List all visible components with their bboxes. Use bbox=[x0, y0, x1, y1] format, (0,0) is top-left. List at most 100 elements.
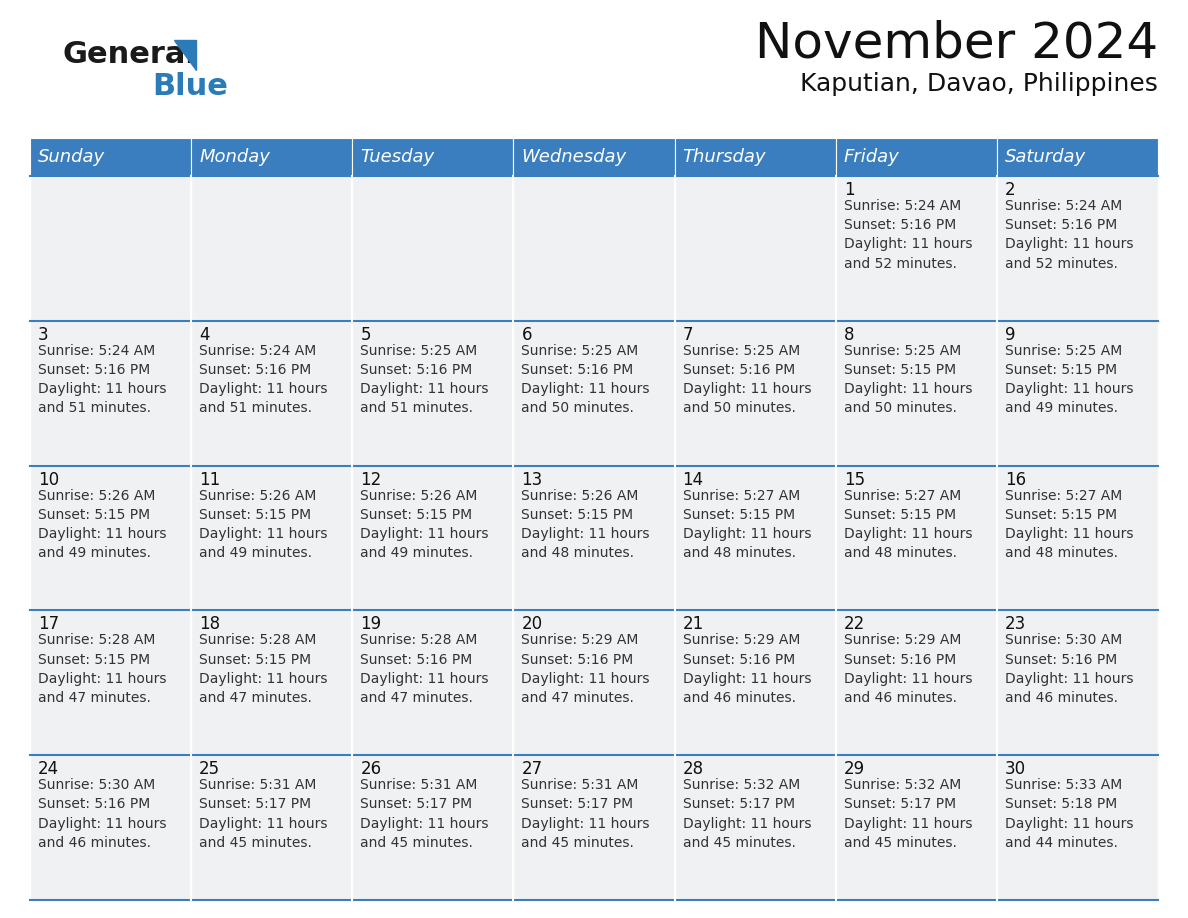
Text: 1: 1 bbox=[843, 181, 854, 199]
Bar bbox=[675, 138, 835, 176]
Text: November 2024: November 2024 bbox=[754, 20, 1158, 68]
Text: and 45 minutes.: and 45 minutes. bbox=[683, 835, 796, 850]
Text: Daylight: 11 hours: Daylight: 11 hours bbox=[360, 382, 488, 397]
Bar bbox=[835, 610, 997, 756]
Text: General: General bbox=[62, 40, 196, 69]
Text: Sunset: 5:15 PM: Sunset: 5:15 PM bbox=[843, 363, 956, 377]
Text: and 49 minutes.: and 49 minutes. bbox=[200, 546, 312, 560]
Bar bbox=[353, 465, 513, 610]
Text: Sunset: 5:15 PM: Sunset: 5:15 PM bbox=[360, 508, 473, 521]
Text: Daylight: 11 hours: Daylight: 11 hours bbox=[522, 672, 650, 686]
Text: Daylight: 11 hours: Daylight: 11 hours bbox=[683, 816, 811, 831]
Text: Monday: Monday bbox=[200, 148, 270, 166]
Text: Daylight: 11 hours: Daylight: 11 hours bbox=[843, 672, 972, 686]
Bar bbox=[997, 465, 1158, 610]
Text: Tuesday: Tuesday bbox=[360, 148, 435, 166]
Text: Sunset: 5:17 PM: Sunset: 5:17 PM bbox=[200, 798, 311, 812]
Text: and 45 minutes.: and 45 minutes. bbox=[360, 835, 473, 850]
Text: Sunrise: 5:25 AM: Sunrise: 5:25 AM bbox=[1005, 344, 1123, 358]
Text: 12: 12 bbox=[360, 471, 381, 488]
Text: Sunset: 5:16 PM: Sunset: 5:16 PM bbox=[1005, 218, 1117, 232]
Text: 10: 10 bbox=[38, 471, 59, 488]
Text: Sunrise: 5:30 AM: Sunrise: 5:30 AM bbox=[38, 778, 156, 792]
Text: Daylight: 11 hours: Daylight: 11 hours bbox=[360, 816, 488, 831]
Text: Sunset: 5:15 PM: Sunset: 5:15 PM bbox=[200, 653, 311, 666]
Text: Daylight: 11 hours: Daylight: 11 hours bbox=[683, 527, 811, 541]
Text: Sunrise: 5:31 AM: Sunrise: 5:31 AM bbox=[360, 778, 478, 792]
Text: Sunset: 5:17 PM: Sunset: 5:17 PM bbox=[683, 798, 795, 812]
Text: 16: 16 bbox=[1005, 471, 1026, 488]
Text: Daylight: 11 hours: Daylight: 11 hours bbox=[360, 672, 488, 686]
Text: Sunday: Sunday bbox=[38, 148, 105, 166]
Text: and 47 minutes.: and 47 minutes. bbox=[522, 691, 634, 705]
Text: Sunrise: 5:31 AM: Sunrise: 5:31 AM bbox=[522, 778, 639, 792]
Bar bbox=[353, 610, 513, 756]
Text: Sunset: 5:16 PM: Sunset: 5:16 PM bbox=[38, 363, 150, 377]
Text: Daylight: 11 hours: Daylight: 11 hours bbox=[683, 672, 811, 686]
Text: Friday: Friday bbox=[843, 148, 899, 166]
Text: 7: 7 bbox=[683, 326, 693, 344]
Bar bbox=[30, 610, 191, 756]
Bar bbox=[675, 465, 835, 610]
Bar bbox=[675, 610, 835, 756]
Text: Sunrise: 5:26 AM: Sunrise: 5:26 AM bbox=[522, 488, 639, 502]
Text: 18: 18 bbox=[200, 615, 220, 633]
Text: 15: 15 bbox=[843, 471, 865, 488]
Bar bbox=[835, 320, 997, 465]
Text: and 45 minutes.: and 45 minutes. bbox=[200, 835, 312, 850]
Bar bbox=[513, 610, 675, 756]
Text: Sunset: 5:15 PM: Sunset: 5:15 PM bbox=[38, 653, 150, 666]
Bar bbox=[30, 320, 191, 465]
Text: Sunrise: 5:29 AM: Sunrise: 5:29 AM bbox=[522, 633, 639, 647]
Bar bbox=[675, 756, 835, 900]
Text: Sunset: 5:16 PM: Sunset: 5:16 PM bbox=[683, 363, 795, 377]
Text: Sunset: 5:15 PM: Sunset: 5:15 PM bbox=[683, 508, 795, 521]
Text: Sunrise: 5:24 AM: Sunrise: 5:24 AM bbox=[843, 199, 961, 213]
Text: Daylight: 11 hours: Daylight: 11 hours bbox=[200, 527, 328, 541]
Text: and 49 minutes.: and 49 minutes. bbox=[1005, 401, 1118, 415]
Bar bbox=[353, 138, 513, 176]
Text: Daylight: 11 hours: Daylight: 11 hours bbox=[200, 816, 328, 831]
Text: and 50 minutes.: and 50 minutes. bbox=[843, 401, 956, 415]
Text: Daylight: 11 hours: Daylight: 11 hours bbox=[38, 816, 166, 831]
Text: 9: 9 bbox=[1005, 326, 1016, 344]
Bar bbox=[675, 176, 835, 320]
Bar bbox=[191, 176, 353, 320]
Bar bbox=[997, 756, 1158, 900]
Text: Sunset: 5:17 PM: Sunset: 5:17 PM bbox=[360, 798, 473, 812]
Text: 28: 28 bbox=[683, 760, 703, 778]
Text: 6: 6 bbox=[522, 326, 532, 344]
Bar bbox=[675, 320, 835, 465]
Text: Sunset: 5:16 PM: Sunset: 5:16 PM bbox=[522, 363, 633, 377]
Text: 13: 13 bbox=[522, 471, 543, 488]
Text: Sunrise: 5:32 AM: Sunrise: 5:32 AM bbox=[843, 778, 961, 792]
Text: Sunrise: 5:33 AM: Sunrise: 5:33 AM bbox=[1005, 778, 1123, 792]
Text: 22: 22 bbox=[843, 615, 865, 633]
Text: Sunset: 5:16 PM: Sunset: 5:16 PM bbox=[360, 363, 473, 377]
Text: and 46 minutes.: and 46 minutes. bbox=[683, 691, 796, 705]
Bar bbox=[513, 756, 675, 900]
Text: and 47 minutes.: and 47 minutes. bbox=[38, 691, 151, 705]
Text: and 51 minutes.: and 51 minutes. bbox=[360, 401, 473, 415]
Text: Blue: Blue bbox=[152, 72, 228, 101]
Bar bbox=[835, 176, 997, 320]
Text: Sunset: 5:16 PM: Sunset: 5:16 PM bbox=[522, 653, 633, 666]
Bar bbox=[30, 465, 191, 610]
Text: Daylight: 11 hours: Daylight: 11 hours bbox=[843, 382, 972, 397]
Bar bbox=[997, 138, 1158, 176]
Text: Daylight: 11 hours: Daylight: 11 hours bbox=[1005, 382, 1133, 397]
Text: Daylight: 11 hours: Daylight: 11 hours bbox=[683, 382, 811, 397]
Polygon shape bbox=[173, 40, 196, 70]
Text: Sunrise: 5:29 AM: Sunrise: 5:29 AM bbox=[683, 633, 800, 647]
Text: 3: 3 bbox=[38, 326, 49, 344]
Text: and 45 minutes.: and 45 minutes. bbox=[522, 835, 634, 850]
Text: and 46 minutes.: and 46 minutes. bbox=[1005, 691, 1118, 705]
Text: 24: 24 bbox=[38, 760, 59, 778]
Text: Sunset: 5:17 PM: Sunset: 5:17 PM bbox=[522, 798, 633, 812]
Bar bbox=[997, 320, 1158, 465]
Text: Sunrise: 5:27 AM: Sunrise: 5:27 AM bbox=[1005, 488, 1123, 502]
Text: Sunset: 5:16 PM: Sunset: 5:16 PM bbox=[843, 653, 956, 666]
Text: Sunset: 5:16 PM: Sunset: 5:16 PM bbox=[360, 653, 473, 666]
Text: Daylight: 11 hours: Daylight: 11 hours bbox=[1005, 816, 1133, 831]
Text: Daylight: 11 hours: Daylight: 11 hours bbox=[843, 238, 972, 252]
